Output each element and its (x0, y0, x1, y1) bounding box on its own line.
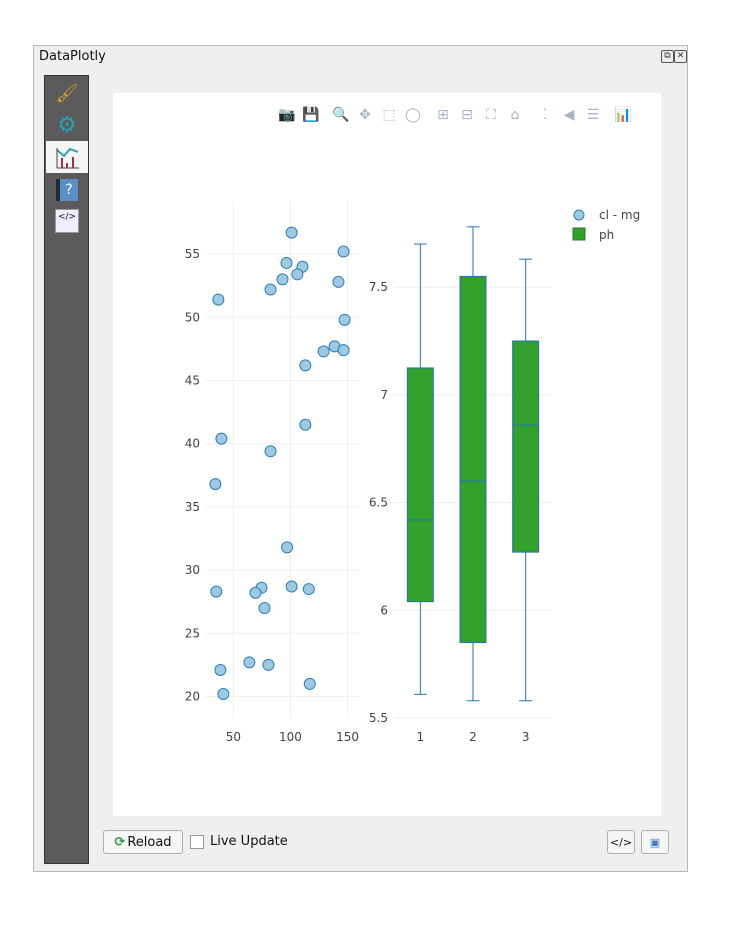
scatter-x-tick: 50 (226, 730, 241, 744)
code-icon: </> (55, 209, 79, 233)
box-body (459, 275, 487, 644)
box-body (512, 340, 540, 553)
scatter-point (258, 602, 271, 615)
scatter-point (276, 273, 289, 286)
sidebar: 🖌 ⚙ ? </> (44, 75, 89, 864)
scatter-point (317, 345, 330, 358)
scatter-point (303, 677, 316, 690)
pan-icon[interactable]: ✥ (359, 107, 371, 123)
dataplotly-panel: DataPlotly ⧉ ✕ 🖌 ⚙ ? </> 📷 💾 🔍 ✥ ⬚ ◯ ⊞ ⊟ ⛶ ⌂ ⁚ ◀ ☰ 📊 … (33, 45, 688, 872)
live-update-label: Live Update (210, 834, 288, 849)
box-y-tick: 5.5 (369, 711, 388, 725)
float-icon[interactable]: ⧉ (661, 50, 674, 63)
brush-icon: 🖌 (55, 82, 79, 104)
scatter-point (285, 580, 298, 593)
scatter-y-tick: 50 (185, 310, 200, 324)
scatter-point (337, 344, 350, 357)
sidebar-item-plot[interactable] (46, 141, 88, 173)
scatter-x-tick: 150 (336, 730, 359, 744)
box-select-icon[interactable]: ⬚ (382, 107, 396, 123)
legend-marker-box (572, 227, 586, 241)
scatter-point (332, 275, 345, 288)
scatter-point (338, 313, 351, 326)
box-y-tick: 7.5 (369, 280, 388, 294)
help-book-icon: ? (56, 179, 78, 201)
scatter-y-tick: 30 (185, 563, 200, 577)
legend-label-scatter: cl - mg (599, 208, 640, 222)
scatter-point (243, 656, 256, 669)
scatter-point (291, 268, 304, 281)
scatter-point (262, 658, 275, 671)
scatter-y-tick: 20 (185, 690, 200, 704)
scatter-point (280, 256, 293, 269)
sidebar-item-code[interactable]: </> (46, 206, 88, 236)
hover-compare-icon[interactable]: ☰ (586, 107, 600, 123)
export-image-icon: ▣ (649, 835, 661, 849)
plotly-logo-icon[interactable]: 📊 (614, 107, 632, 123)
box-x-tick: 1 (417, 730, 425, 744)
chart-icon (56, 147, 79, 169)
scatter-y-tick: 25 (185, 626, 200, 640)
export-image-button[interactable]: ▣ (641, 830, 669, 854)
zoom-in-icon[interactable]: ⊞ (437, 107, 449, 123)
scatter-point (217, 687, 230, 700)
box-y-tick: 6.5 (369, 496, 388, 510)
scatter-point (249, 586, 262, 599)
box-x-tick: 2 (469, 730, 477, 744)
zoom-icon[interactable]: 🔍 (332, 107, 350, 123)
sidebar-item-help[interactable]: ? (46, 175, 88, 205)
scatter-y-tick: 45 (185, 373, 200, 387)
scatter-point (337, 245, 350, 258)
scatter-x-tick: 100 (279, 730, 302, 744)
plot-area[interactable]: 📷 💾 🔍 ✥ ⬚ ◯ ⊞ ⊟ ⛶ ⌂ ⁚ ◀ ☰ 📊 50 100 150 20 25 30 35 40 45 50 55 5… (113, 93, 661, 816)
scatter-y-tick: 55 (185, 247, 200, 261)
scatter-y-tick: 35 (185, 500, 200, 514)
scatter-point (214, 663, 227, 676)
legend-marker-scatter (573, 209, 585, 221)
scatter-point (302, 583, 315, 596)
scatter-point (264, 445, 277, 458)
scatter-point (210, 585, 223, 598)
panel-title: DataPlotly (39, 49, 106, 64)
save-icon[interactable]: 💾 (302, 107, 320, 123)
checkbox-box[interactable] (190, 834, 204, 849)
box-x-tick: 3 (522, 730, 530, 744)
spikelines-icon[interactable]: ⁚ (542, 107, 548, 123)
gears-icon: ⚙ (57, 112, 77, 138)
box-y-tick: 6 (380, 603, 388, 617)
scatter-point (212, 293, 225, 306)
reload-icon: ⟳ (114, 834, 126, 850)
home-icon[interactable]: ⌂ (510, 107, 520, 123)
scatter-point (285, 226, 298, 239)
scatter-point (281, 541, 294, 554)
close-icon[interactable]: ✕ (674, 50, 687, 63)
scatter-point (215, 432, 228, 445)
box-body (406, 367, 434, 603)
scatter-y-tick: 40 (185, 437, 200, 451)
scatter-point (299, 359, 312, 372)
hover-closest-icon[interactable]: ◀ (563, 107, 575, 123)
lasso-icon[interactable]: ◯ (405, 107, 421, 123)
plot-toolbar: 📷 💾 🔍 ✥ ⬚ ◯ ⊞ ⊟ ⛶ ⌂ ⁚ ◀ ☰ 📊 (275, 105, 635, 125)
scatter-point (264, 283, 277, 296)
camera-icon[interactable]: 📷 (278, 107, 296, 123)
autoscale-icon[interactable]: ⛶ (486, 107, 496, 123)
export-html-button[interactable]: </> (607, 830, 635, 854)
box-y-tick: 7 (380, 388, 388, 402)
scatter-point (299, 418, 312, 431)
legend-label-box: ph (599, 228, 614, 242)
chart-svg: 50 100 150 20 25 30 35 40 45 50 55 5.5 6 6.5 7 7.5 1 2 3 cl… (185, 201, 640, 744)
zoom-out-icon[interactable]: ⊟ (461, 107, 473, 123)
sidebar-item-properties[interactable]: 🖌 (46, 78, 88, 108)
live-update-checkbox[interactable]: Live Update (190, 834, 288, 849)
reload-button[interactable]: ⟳ Reload (103, 830, 183, 854)
reload-label: Reload (127, 834, 172, 850)
scatter-point (209, 478, 222, 491)
export-html-icon: </> (609, 835, 633, 849)
sidebar-item-settings[interactable]: ⚙ (46, 110, 88, 140)
